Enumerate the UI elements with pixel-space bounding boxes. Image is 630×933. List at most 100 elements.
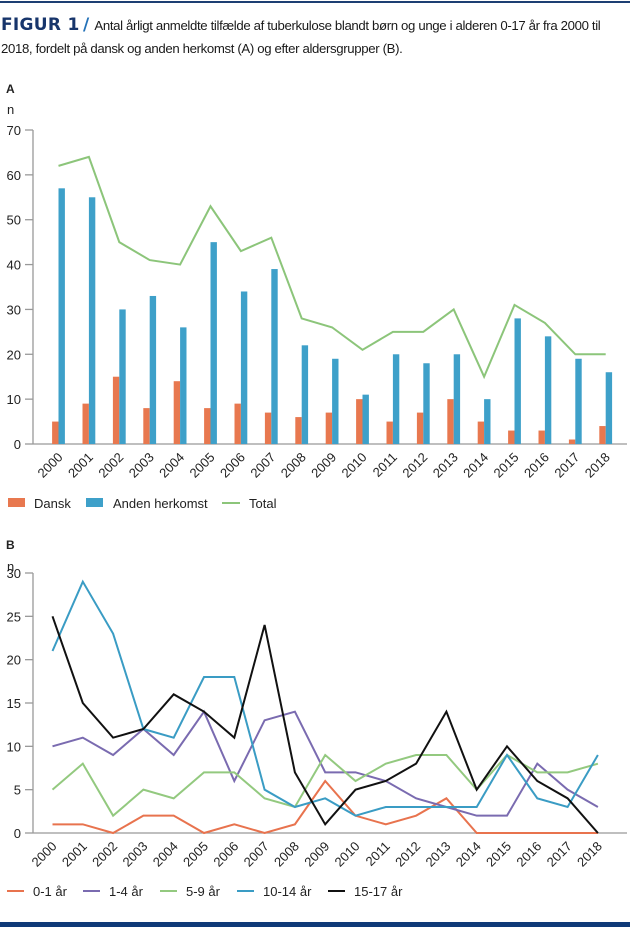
bar-anden-herkomst [210, 242, 217, 444]
x-tick-label: 2007 [241, 839, 272, 870]
bar-anden-herkomst [514, 318, 521, 444]
y-axis-unit: n [7, 559, 14, 574]
bar-anden-herkomst [149, 295, 157, 444]
x-tick-label: 2016 [513, 839, 544, 870]
x-tick-label: 2005 [187, 450, 218, 481]
figure-slash: / [82, 15, 89, 35]
bar-anden-herkomst [88, 197, 96, 444]
x-tick-label: 2004 [150, 839, 181, 870]
bar-dansk [447, 399, 454, 444]
bar-dansk [112, 376, 120, 444]
bar-anden-herkomst [453, 354, 461, 444]
legend-label-0-1-r: 0-1 år [33, 884, 68, 899]
bar-anden-herkomst [180, 327, 187, 444]
line-0-1-r [52, 779, 598, 835]
legend-label-anden-herkomst: Anden herkomst [113, 496, 208, 511]
bar-anden-herkomst [301, 345, 309, 444]
bar-anden-herkomst [58, 188, 65, 444]
y-tick-label: 20 [7, 653, 21, 668]
x-tick-label: 2017 [551, 450, 582, 481]
legend-label-10-14-r: 10-14 år [263, 884, 312, 899]
x-tick-label: 2014 [453, 839, 484, 870]
x-tick-label: 2006 [210, 839, 241, 870]
bar-anden-herkomst [423, 363, 430, 444]
x-tick-label: 2000 [29, 839, 60, 870]
x-tick-label: 2010 [339, 450, 370, 481]
bar-dansk [477, 421, 485, 444]
bar-anden-herkomst [484, 399, 491, 444]
bar-anden-herkomst [240, 291, 248, 444]
x-tick-label: 2009 [301, 839, 332, 870]
bar-dansk [52, 421, 59, 444]
bar-anden-herkomst [392, 354, 400, 444]
bar-dansk [204, 408, 211, 444]
bar-dansk [82, 403, 89, 444]
x-tick-label: 2004 [156, 450, 187, 481]
x-tick-label: 2012 [392, 839, 423, 870]
legend-label-15-17-r: 15-17 år [354, 884, 403, 899]
x-tick-label: 2003 [119, 839, 150, 870]
caption-text: Antal årligt anmeldte tilfælde af tuberk… [1, 18, 601, 56]
y-tick-label: 5 [14, 783, 21, 798]
bar-anden-herkomst [605, 372, 613, 444]
x-tick-label: 2008 [271, 839, 302, 870]
y-tick-label: 0 [14, 437, 21, 452]
bar-dansk [508, 430, 515, 444]
bar-anden-herkomst [332, 358, 339, 444]
legend-swatch-anden-herkomst [86, 498, 103, 507]
bar-dansk [234, 403, 241, 444]
figure-caption: FIGUR 1 / Antal årligt anmeldte tilfælde… [1, 14, 629, 60]
legend-label-1-4-r: 1-4 år [109, 884, 144, 899]
bar-dansk [568, 439, 576, 444]
x-tick-label: 2005 [180, 839, 211, 870]
x-tick-label: 2012 [399, 450, 430, 481]
figure-label: FIGUR 1 [1, 15, 80, 35]
legend-swatch-dansk [8, 498, 25, 507]
bar-dansk [173, 381, 181, 444]
x-tick-label: 2016 [521, 450, 552, 481]
legend-label-5-9-r: 5-9 år [186, 884, 221, 899]
x-tick-label: 2015 [483, 839, 514, 870]
x-tick-label: 2013 [422, 839, 453, 870]
x-tick-label: 2014 [460, 450, 491, 481]
x-tick-label: 2010 [332, 839, 363, 870]
bar-dansk [538, 430, 545, 444]
bar-anden-herkomst [544, 336, 552, 444]
y-axis-unit: n [7, 102, 14, 117]
bar-dansk [143, 408, 150, 444]
y-tick-label: 10 [7, 739, 21, 754]
x-tick-label: 2007 [247, 450, 278, 481]
bar-dansk [386, 421, 393, 444]
bar-anden-herkomst [575, 358, 582, 444]
x-tick-label: 2000 [35, 450, 66, 481]
y-tick-label: 50 [7, 213, 21, 228]
y-tick-label: 30 [7, 302, 21, 317]
y-tick-label: 30 [7, 566, 21, 581]
bar-dansk [356, 399, 363, 444]
y-tick-label: 20 [7, 347, 21, 362]
x-tick-label: 2002 [89, 839, 120, 870]
y-tick-label: 25 [7, 609, 21, 624]
line-1-4-r [52, 709, 599, 817]
x-tick-label: 2008 [278, 450, 309, 481]
x-tick-label: 2003 [126, 450, 157, 481]
x-tick-label: 2013 [430, 450, 461, 481]
line-total [58, 155, 606, 380]
x-tick-label: 2001 [65, 450, 96, 481]
y-tick-label: 15 [7, 696, 21, 711]
x-tick-label: 2011 [363, 839, 393, 869]
bar-anden-herkomst [271, 269, 278, 444]
bar-dansk [416, 412, 424, 444]
y-tick-label: 70 [7, 123, 21, 138]
legend-panel-a: Dansk Anden herkomst Total [8, 496, 277, 511]
y-tick-label: 0 [14, 826, 21, 841]
y-tick-label: 10 [7, 392, 21, 407]
bar-anden-herkomst [119, 309, 126, 444]
x-tick-label: 2017 [544, 839, 575, 870]
top-rule [0, 1, 630, 3]
panel-letter: A [6, 82, 15, 96]
legend-label-total: Total [249, 496, 277, 511]
